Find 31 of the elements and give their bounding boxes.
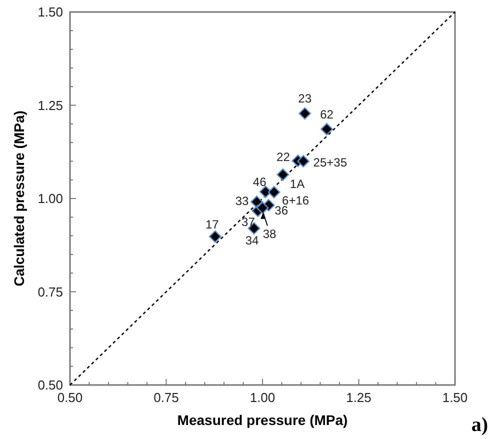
annotation: 46 bbox=[252, 174, 267, 189]
x-tick-label: 1.25 bbox=[346, 390, 372, 405]
annotation: 1A bbox=[290, 176, 305, 191]
text: a) bbox=[471, 414, 488, 436]
y-tick-label: 0.75 bbox=[38, 284, 63, 300]
y-axis-title: Calculated pressure (MPa) bbox=[11, 110, 27, 286]
point bbox=[298, 107, 312, 120]
y-tick-label: 1.00 bbox=[38, 191, 63, 206]
x-axis-title: Measured pressure (MPa) bbox=[177, 412, 348, 428]
x-tick-label: 1.00 bbox=[250, 390, 276, 405]
annotation: 34 bbox=[245, 234, 260, 248]
annotation: 25+35 bbox=[313, 155, 348, 170]
x-tick-label: 0.50 bbox=[57, 390, 83, 405]
x-tick-label: 0.75 bbox=[154, 390, 179, 405]
point bbox=[320, 122, 333, 136]
point bbox=[297, 155, 310, 168]
annotation: 17 bbox=[205, 218, 220, 232]
x-tick-label: 1.50 bbox=[442, 390, 468, 405]
point bbox=[276, 168, 290, 181]
annotation: 62 bbox=[320, 107, 334, 122]
point bbox=[208, 230, 222, 243]
y-tick-label: 1.25 bbox=[38, 98, 63, 113]
point bbox=[268, 186, 280, 198]
y-tick-label: 1.50 bbox=[38, 4, 63, 20]
annotation: 33 bbox=[235, 194, 250, 208]
annotation: 23 bbox=[298, 92, 312, 106]
point bbox=[256, 202, 269, 214]
annotation: 38 bbox=[262, 227, 276, 242]
y-tick-label: 0.50 bbox=[38, 378, 63, 393]
annotation: 22 bbox=[276, 150, 290, 164]
annotation: 37 bbox=[242, 215, 256, 230]
